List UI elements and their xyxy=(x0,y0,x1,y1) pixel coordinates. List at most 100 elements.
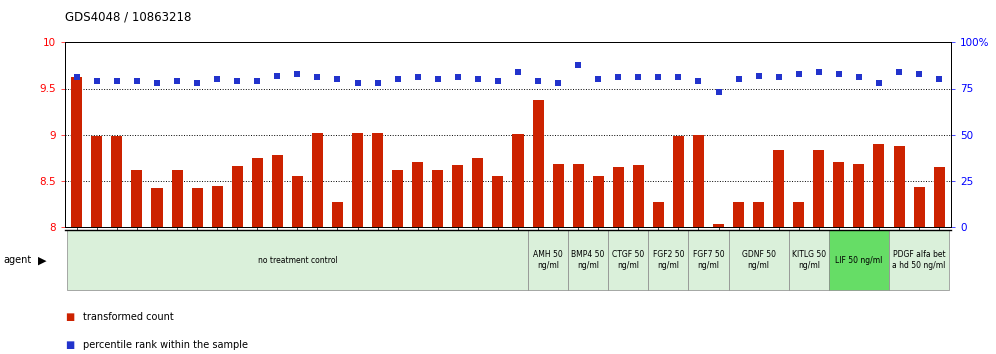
Bar xyxy=(568,230,609,290)
Point xyxy=(310,75,326,80)
Bar xyxy=(528,230,568,290)
Point xyxy=(751,73,767,79)
Bar xyxy=(352,133,364,227)
Bar xyxy=(834,162,845,227)
Point xyxy=(891,69,907,75)
Bar xyxy=(789,230,829,290)
Text: FGF7 50
ng/ml: FGF7 50 ng/ml xyxy=(692,250,724,270)
Point xyxy=(370,80,385,86)
Point xyxy=(350,80,366,86)
Text: agent: agent xyxy=(3,255,31,265)
Bar xyxy=(452,165,463,227)
Text: PDGF alfa bet
a hd 50 ng/ml: PDGF alfa bet a hd 50 ng/ml xyxy=(892,250,946,270)
Bar xyxy=(513,133,524,227)
Point xyxy=(450,75,466,80)
Point xyxy=(69,75,85,80)
Bar xyxy=(332,202,343,227)
Text: ▶: ▶ xyxy=(38,255,47,265)
Point xyxy=(731,76,747,82)
Text: CTGF 50
ng/ml: CTGF 50 ng/ml xyxy=(613,250,644,270)
Bar xyxy=(232,166,243,227)
Bar xyxy=(553,164,564,227)
Bar xyxy=(171,170,182,227)
Bar xyxy=(292,176,303,227)
Point xyxy=(911,71,927,76)
Bar xyxy=(151,188,162,227)
Bar xyxy=(793,202,805,227)
Bar xyxy=(92,136,103,227)
Bar xyxy=(392,170,403,227)
Bar xyxy=(72,78,83,227)
Text: no treatment control: no treatment control xyxy=(258,256,338,265)
Bar xyxy=(191,188,202,227)
Text: percentile rank within the sample: percentile rank within the sample xyxy=(83,341,248,350)
Bar xyxy=(613,167,623,227)
Bar xyxy=(492,176,503,227)
Text: GDNF 50
ng/ml: GDNF 50 ng/ml xyxy=(742,250,776,270)
Point xyxy=(710,89,726,95)
Point xyxy=(611,75,626,80)
Bar xyxy=(472,158,483,227)
Point xyxy=(630,75,646,80)
Bar xyxy=(252,158,263,227)
Bar xyxy=(893,145,904,227)
Point xyxy=(109,78,124,84)
Bar xyxy=(829,230,889,290)
Bar xyxy=(609,230,648,290)
Bar xyxy=(432,170,443,227)
Point xyxy=(290,71,306,76)
Bar xyxy=(312,133,323,227)
Point xyxy=(189,80,205,86)
Bar xyxy=(211,186,223,227)
Bar xyxy=(913,187,924,227)
Point xyxy=(169,78,185,84)
Point xyxy=(791,71,807,76)
Point xyxy=(409,75,425,80)
Bar xyxy=(773,150,784,227)
Point xyxy=(330,76,346,82)
Point xyxy=(89,78,105,84)
Bar xyxy=(854,164,865,227)
Text: FGF2 50
ng/ml: FGF2 50 ng/ml xyxy=(652,250,684,270)
Point xyxy=(550,80,566,86)
Point xyxy=(510,69,526,75)
Bar xyxy=(632,165,643,227)
Bar xyxy=(533,99,544,227)
Bar xyxy=(272,155,283,227)
Point xyxy=(831,71,847,76)
Bar xyxy=(873,144,884,227)
Text: ■: ■ xyxy=(65,341,74,350)
Point xyxy=(229,78,245,84)
Bar xyxy=(373,133,383,227)
Text: BMP4 50
ng/ml: BMP4 50 ng/ml xyxy=(572,250,605,270)
Point xyxy=(811,69,827,75)
Point xyxy=(249,78,265,84)
Point xyxy=(149,80,165,86)
Bar xyxy=(728,230,789,290)
Point xyxy=(591,76,607,82)
Bar xyxy=(412,162,423,227)
Bar xyxy=(688,230,728,290)
Point xyxy=(269,73,285,79)
Point xyxy=(872,80,887,86)
Bar xyxy=(889,230,949,290)
Point xyxy=(128,78,144,84)
Bar xyxy=(131,170,142,227)
Text: LIF 50 ng/ml: LIF 50 ng/ml xyxy=(836,256,882,265)
Point xyxy=(470,76,486,82)
Point xyxy=(690,78,706,84)
Point xyxy=(570,62,586,67)
Bar xyxy=(933,167,944,227)
Point xyxy=(530,78,546,84)
Bar xyxy=(753,202,764,227)
Bar xyxy=(673,136,684,227)
Point xyxy=(670,75,686,80)
Bar xyxy=(814,150,825,227)
Point xyxy=(650,75,666,80)
Point xyxy=(931,76,947,82)
Text: AMH 50
ng/ml: AMH 50 ng/ml xyxy=(533,250,563,270)
Bar xyxy=(67,230,528,290)
Bar xyxy=(648,230,688,290)
Bar xyxy=(652,202,664,227)
Text: GDS4048 / 10863218: GDS4048 / 10863218 xyxy=(65,11,191,24)
